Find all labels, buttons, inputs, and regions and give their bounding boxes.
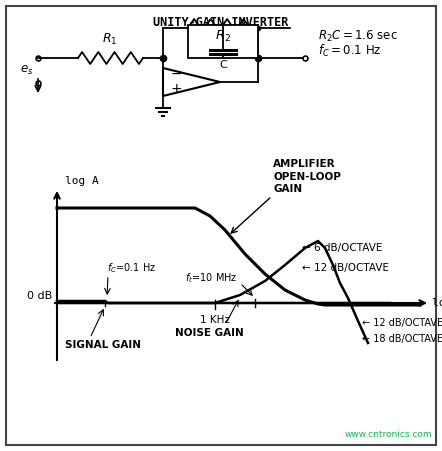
Text: 1 KHz: 1 KHz — [200, 315, 230, 325]
Text: $R_1$: $R_1$ — [102, 32, 118, 47]
Text: UNITY-GAIN INVERTER: UNITY-GAIN INVERTER — [153, 16, 289, 29]
Text: $R_2$: $R_2$ — [215, 28, 231, 44]
Text: NOISE GAIN: NOISE GAIN — [175, 328, 244, 338]
Text: $R_2C=1.6$ sec: $R_2C=1.6$ sec — [318, 28, 398, 44]
Text: AMPLIFIER
OPEN-LOOP
GAIN: AMPLIFIER OPEN-LOOP GAIN — [273, 159, 341, 194]
Text: log f: log f — [432, 298, 442, 308]
Text: log A: log A — [65, 176, 99, 186]
Text: $e_s$: $e_s$ — [20, 64, 34, 77]
Text: $-$: $-$ — [170, 66, 182, 80]
Text: www.cntronics.com: www.cntronics.com — [344, 430, 432, 439]
Text: ← 12 dB/OCTAVE: ← 12 dB/OCTAVE — [302, 263, 389, 273]
Text: ← 6 dB/OCTAVE: ← 6 dB/OCTAVE — [302, 243, 382, 253]
Text: $f_t$=10 MHz: $f_t$=10 MHz — [185, 271, 237, 285]
Text: ← 12 dB/OCTAVE: ← 12 dB/OCTAVE — [362, 318, 442, 328]
Text: C: C — [219, 60, 227, 70]
Text: ← 18 dB/OCTAVE: ← 18 dB/OCTAVE — [362, 334, 442, 344]
Text: $f_C$=0.1 Hz: $f_C$=0.1 Hz — [107, 261, 156, 275]
Text: 0 dB: 0 dB — [27, 291, 52, 301]
Text: SIGNAL GAIN: SIGNAL GAIN — [65, 340, 141, 350]
Bar — [188, 25, 258, 58]
Text: $f_C=0.1$ Hz: $f_C=0.1$ Hz — [318, 43, 381, 59]
Text: $+$: $+$ — [170, 82, 182, 96]
